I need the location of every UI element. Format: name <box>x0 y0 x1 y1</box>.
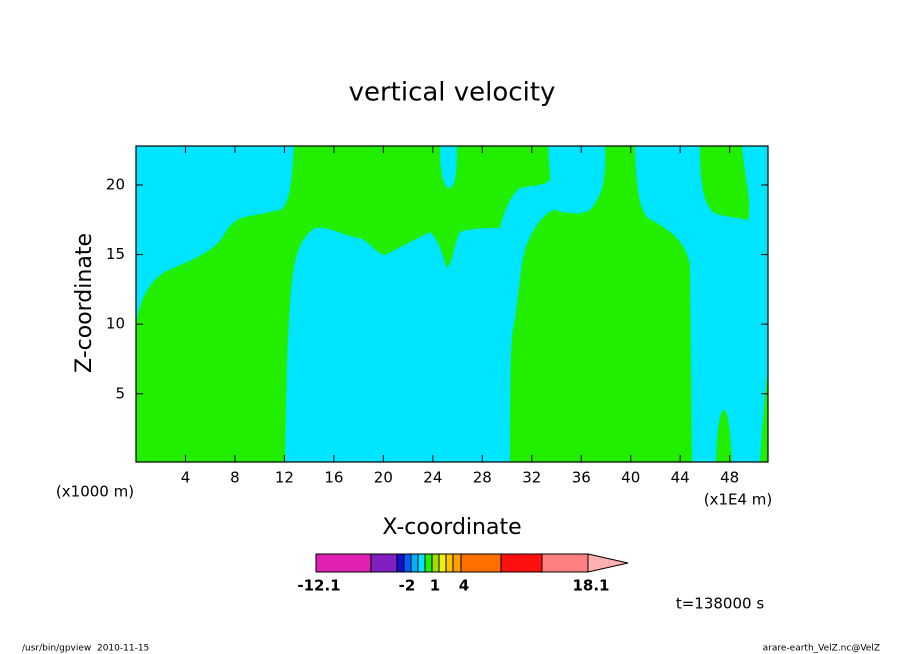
colorbar-label: 1 <box>430 577 440 595</box>
x-tick-label: 16 <box>324 469 343 487</box>
colorbar-segment <box>424 553 433 573</box>
y-tick-label: 20 <box>106 175 125 193</box>
colorbar-segment <box>438 553 447 573</box>
colorbar-label: -12.1 <box>297 577 340 595</box>
x-tick-label: 48 <box>720 469 739 487</box>
x-tick-label: 12 <box>275 469 294 487</box>
colorbar-segment <box>403 553 412 573</box>
x-tick-label: 40 <box>621 469 640 487</box>
contour-region <box>440 146 457 188</box>
y-axis-title: Z-coordinate <box>72 233 97 373</box>
x-tick-label: 24 <box>423 469 442 487</box>
x-tick-label: 4 <box>181 469 191 487</box>
contour-region <box>285 146 606 462</box>
footer: /usr/bin/gpview 2010-11-15 <box>22 644 149 654</box>
chart-title: vertical velocity <box>349 78 556 108</box>
colorbar-segment <box>541 553 589 573</box>
colorbar-segment <box>417 553 426 573</box>
colorbar-segment <box>445 553 454 573</box>
y-tick-label: 10 <box>106 315 125 333</box>
x-tick-label: 20 <box>374 469 393 487</box>
colorbar-segment <box>500 553 543 573</box>
colorbar-segment <box>452 553 462 573</box>
x-unit-label: (x1000 m) <box>56 483 134 501</box>
x-tick-label: 8 <box>230 469 240 487</box>
colorbar-label: -2 <box>399 577 416 595</box>
x-axis-title: X-coordinate <box>382 515 521 540</box>
colorbar-segment <box>410 553 419 573</box>
contour-region <box>635 146 768 462</box>
annotation: t=138000 s <box>676 595 764 613</box>
colorbar-label: 4 <box>459 577 469 595</box>
y-tick-label: 15 <box>106 245 125 263</box>
contour-region <box>136 146 294 325</box>
y-tick-label: 5 <box>115 384 125 402</box>
x-tick-label: 36 <box>572 469 591 487</box>
colorbar-extend <box>587 553 629 573</box>
colorbar-label: 18.1 <box>572 577 609 595</box>
x-unit-label: (x1E4 m) <box>704 491 773 509</box>
colorbar-segment <box>315 553 372 573</box>
plot-frame <box>135 145 769 463</box>
x-tick-label: 32 <box>522 469 541 487</box>
footer: arare-earth_VelZ.nc@VelZ <box>763 644 880 654</box>
x-tick-label: 28 <box>473 469 492 487</box>
plot-area <box>135 145 769 463</box>
colorbar-segment <box>431 553 440 573</box>
colorbar-segment <box>370 553 398 573</box>
colorbar-segment <box>396 553 405 573</box>
x-tick-label: 44 <box>671 469 690 487</box>
colorbar-segment <box>460 553 502 573</box>
